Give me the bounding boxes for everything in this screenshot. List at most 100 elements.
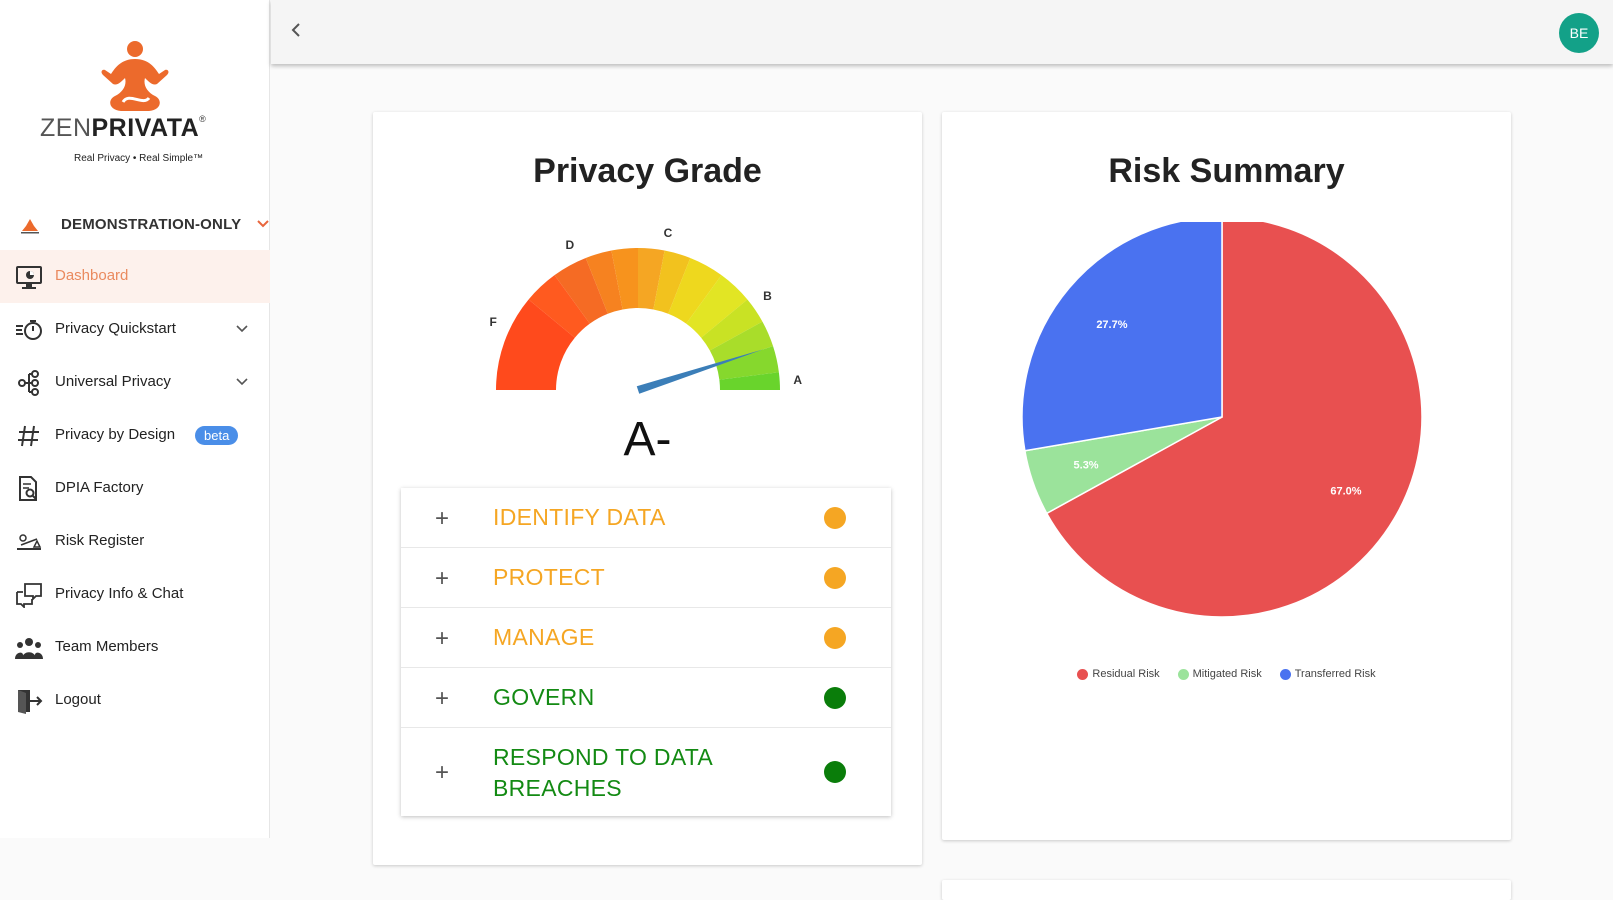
logo-tagline: Real Privacy • Real Simple™: [74, 153, 204, 164]
sidebar-item-label: Team Members: [55, 638, 159, 655]
next-card: [942, 880, 1511, 900]
gauge-segment: [611, 248, 638, 310]
status-dot: [824, 567, 846, 589]
top-bar: [271, 0, 1613, 64]
gauge-segment: [686, 275, 748, 338]
chevron-down-icon[interactable]: [235, 374, 249, 388]
expand-plus-icon[interactable]: +: [435, 685, 450, 712]
sidebar-item-label: DPIA Factory: [55, 479, 144, 496]
chevron-down-icon[interactable]: [256, 217, 270, 231]
privacy-grade-gauge: F D C B A: [490, 226, 802, 394]
gauge-segment: [715, 346, 779, 380]
privacy-grade-title: Privacy Grade: [533, 152, 762, 190]
gauge-letter-label: B: [763, 289, 772, 303]
zenprivata-logo[interactable]: ZENPRIVATA® Real Privacy • Real Simple™: [40, 40, 230, 170]
stopwatch-icon: [16, 320, 42, 340]
gauge-segment: [528, 275, 590, 338]
risk-pie-chart: 67.0% 5.3% 27.7%: [1021, 222, 1423, 618]
legend-swatch: [1077, 668, 1089, 680]
sidebar-item-label: Dashboard: [55, 267, 129, 284]
gauge-segment: [668, 257, 722, 324]
risk-summary-card: Risk Summary 67.0% 5.3% 27.7% Residual Ris…: [942, 112, 1511, 840]
meditating-figure-logo-icon: [101, 41, 169, 111]
expand-plus-icon[interactable]: +: [435, 565, 450, 592]
legend-item[interactable]: Residual Risk: [1077, 668, 1160, 680]
pillar-label: PROTECT: [493, 564, 605, 590]
sidebar-item-dpia-factory[interactable]: DPIA Factory: [0, 462, 270, 515]
legend-item[interactable]: Mitigated Risk: [1177, 668, 1262, 680]
sidebar: ZENPRIVATA® Real Privacy • Real Simple™ …: [0, 0, 270, 838]
pie-data-label: 5.3%: [1074, 459, 1099, 471]
sidebar-item-universal-privacy[interactable]: Universal Privacy: [0, 356, 270, 409]
status-dot: [824, 761, 846, 783]
pillar-label: IDENTIFY DATA: [493, 504, 666, 530]
pillar-row-identify-data[interactable]: + IDENTIFY DATA: [401, 488, 891, 548]
pillar-label: RESPOND TO DATA BREACHES: [493, 744, 714, 801]
sidebar-item-label: Privacy by Design: [55, 426, 176, 443]
gauge-segment: [585, 250, 623, 314]
legend-label: Transferred Risk: [1294, 668, 1376, 680]
chart-legend: Residual Risk Mitigated Risk Transferred R…: [942, 668, 1511, 680]
status-dot: [824, 687, 846, 709]
privacy-grade-card: Privacy Grade F D C B A A- + IDENTIFY DATA +…: [373, 112, 922, 865]
logout-door-icon: [18, 690, 43, 714]
sidebar-item-risk-register[interactable]: Risk Register: [0, 515, 270, 568]
pie-slice: [1021, 222, 1223, 452]
user-avatar[interactable]: BE: [1559, 13, 1599, 53]
sidebar-item-team-members[interactable]: Team Members: [0, 621, 270, 674]
gauge-letter-label: A: [793, 373, 802, 387]
org-logo-icon: [21, 219, 39, 234]
legend-swatch: [1177, 668, 1189, 680]
sidebar-item-dashboard[interactable]: Dashboard: [0, 250, 270, 303]
dashboard-monitor-icon: [16, 266, 42, 289]
network-tree-icon: [18, 370, 39, 396]
sidebar-item-logout[interactable]: Logout: [0, 674, 270, 727]
expand-plus-icon[interactable]: +: [435, 759, 450, 786]
pillar-row-manage[interactable]: + MANAGE: [401, 608, 891, 668]
status-dot: [824, 627, 846, 649]
legend-label: Residual Risk: [1092, 668, 1160, 680]
sidebar-item-label: Universal Privacy: [55, 373, 171, 390]
gauge-segment: [701, 299, 763, 351]
sidebar-item-privacy-quickstart[interactable]: Privacy Quickstart: [0, 303, 270, 356]
sidebar-item-label: Logout: [55, 691, 101, 708]
chat-bubbles-icon: [16, 583, 42, 608]
chevron-down-icon[interactable]: [235, 321, 249, 335]
status-dot: [824, 507, 846, 529]
pillar-list: + IDENTIFY DATA + PROTECT + MANAGE + GOV…: [401, 488, 891, 816]
org-name: DEMONSTRATION-ONLY: [61, 216, 242, 233]
sidebar-item-label: Privacy Info & Chat: [55, 585, 184, 602]
grade-value: A-: [623, 413, 672, 466]
pillar-label: MANAGE: [493, 624, 595, 650]
chevron-left-icon[interactable]: [290, 19, 302, 41]
pillar-row-govern[interactable]: + GOVERN: [401, 668, 891, 728]
gauge-letter-label: C: [664, 226, 673, 240]
pillar-row-protect[interactable]: + PROTECT: [401, 548, 891, 608]
logo-wordmark: ZENPRIVATA®: [40, 114, 207, 142]
expand-plus-icon[interactable]: +: [435, 625, 450, 652]
gauge-segment: [653, 250, 691, 314]
gauge-segment: [496, 299, 575, 390]
pie-data-label: 27.7%: [1096, 319, 1127, 331]
risk-summary-title: Risk Summary: [1108, 152, 1345, 190]
expand-plus-icon[interactable]: +: [435, 505, 450, 532]
hashtag-icon: [18, 425, 39, 447]
sidebar-item-privacy-info-chat[interactable]: Privacy Info & Chat: [0, 568, 270, 621]
legend-label: Mitigated Risk: [1192, 668, 1262, 680]
pie-data-label: 67.0%: [1330, 485, 1361, 497]
gauge-letter-label: D: [566, 238, 575, 252]
document-search-icon: [19, 476, 37, 501]
org-selector[interactable]: DEMONSTRATION-ONLY: [0, 210, 270, 242]
sidebar-item-label: Risk Register: [55, 532, 145, 549]
legend-item[interactable]: Transferred Risk: [1279, 668, 1376, 680]
gauge-segment: [719, 372, 780, 390]
sidebar-item-privacy-by-design[interactable]: Privacy by Design beta: [0, 409, 270, 462]
legend-swatch: [1279, 668, 1291, 680]
sidebar-nav: Dashboard Privacy Quickstart Universal P…: [0, 250, 270, 727]
pillar-row-respond-to-data-breaches[interactable]: + RESPOND TO DATA BREACHES: [401, 728, 891, 816]
gauge-segment: [709, 321, 774, 365]
team-icon: [15, 638, 43, 659]
beta-badge: beta: [195, 426, 239, 445]
pie-slice: [1045, 222, 1423, 618]
scale-icon: [17, 534, 42, 550]
